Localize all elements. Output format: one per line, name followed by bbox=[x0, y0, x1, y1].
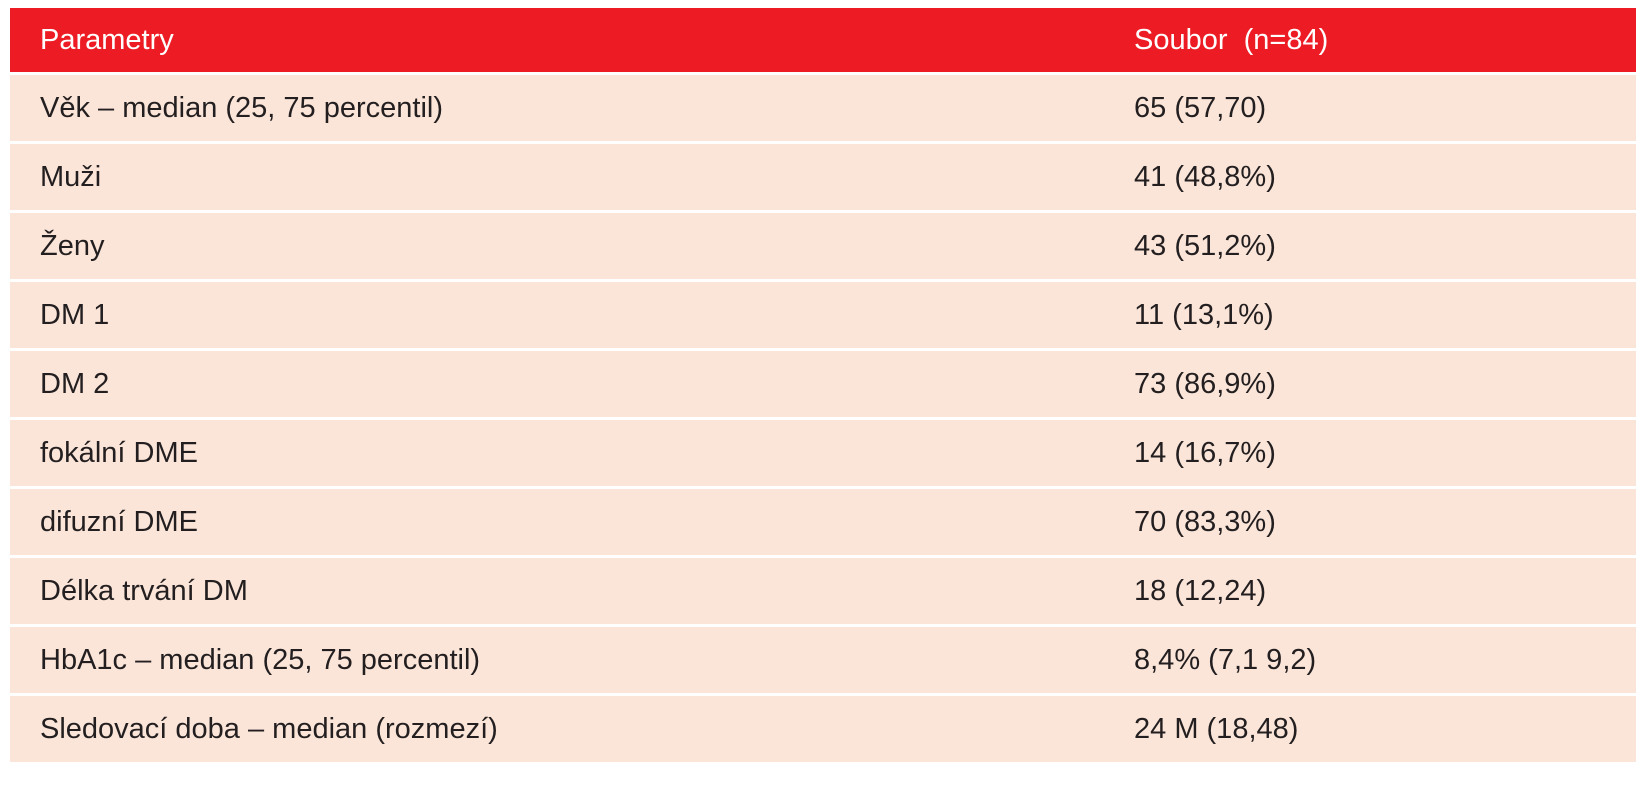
table-row: Sledovací doba – median (rozmezí) 24 M (1… bbox=[10, 693, 1636, 762]
table-row: Věk – median (25, 75 percentil) 65 (57,70… bbox=[10, 72, 1636, 143]
value-cell: 41 (48,8%) bbox=[1104, 141, 1636, 212]
value-cell: 14 (16,7%) bbox=[1104, 417, 1636, 488]
parameter-cell: difuzní DME bbox=[10, 486, 1104, 557]
table-row: DM 1 11 (13,1%) bbox=[10, 279, 1636, 350]
table-row: DM 2 73 (86,9%) bbox=[10, 348, 1636, 419]
table-body: Věk – median (25, 75 percentil) 65 (57,70… bbox=[10, 72, 1636, 762]
table-row: Muži 41 (48,8%) bbox=[10, 141, 1636, 212]
data-table: Parametry Soubor (n=84) Věk – median (25,… bbox=[10, 8, 1636, 762]
parameter-cell: Věk – median (25, 75 percentil) bbox=[10, 72, 1104, 143]
table-row: difuzní DME 70 (83,3%) bbox=[10, 486, 1636, 557]
parameter-cell: fokální DME bbox=[10, 417, 1104, 488]
value-cell: 43 (51,2%) bbox=[1104, 210, 1636, 281]
value-cell: 11 (13,1%) bbox=[1104, 279, 1636, 350]
parameter-cell: Muži bbox=[10, 141, 1104, 212]
parameter-cell: HbA1c – median (25, 75 percentil) bbox=[10, 624, 1104, 695]
value-cell: 73 (86,9%) bbox=[1104, 348, 1636, 419]
value-cell: 70 (83,3%) bbox=[1104, 486, 1636, 557]
header-row: Parametry Soubor (n=84) bbox=[10, 8, 1636, 74]
table-row: HbA1c – median (25, 75 percentil) 8,4% (7… bbox=[10, 624, 1636, 695]
header-cell: Parametry bbox=[10, 8, 1104, 74]
parameter-cell: DM 2 bbox=[10, 348, 1104, 419]
value-cell: 24 M (18,48) bbox=[1104, 693, 1636, 762]
table-row: Ženy 43 (51,2%) bbox=[10, 210, 1636, 281]
table-row: fokální DME 14 (16,7%) bbox=[10, 417, 1636, 488]
value-cell: 65 (57,70) bbox=[1104, 72, 1636, 143]
table-header: Parametry Soubor (n=84) bbox=[10, 8, 1636, 74]
parameter-cell: Sledovací doba – median (rozmezí) bbox=[10, 693, 1104, 762]
table-row: Délka trvání DM 18 (12,24) bbox=[10, 555, 1636, 626]
table-container: Parametry Soubor (n=84) Věk – median (25,… bbox=[10, 8, 1636, 762]
parameter-cell: Délka trvání DM bbox=[10, 555, 1104, 626]
header-cell: Soubor (n=84) bbox=[1104, 8, 1636, 74]
value-cell: 18 (12,24) bbox=[1104, 555, 1636, 626]
value-cell: 8,4% (7,1 9,2) bbox=[1104, 624, 1636, 695]
parameter-cell: Ženy bbox=[10, 210, 1104, 281]
parameter-cell: DM 1 bbox=[10, 279, 1104, 350]
